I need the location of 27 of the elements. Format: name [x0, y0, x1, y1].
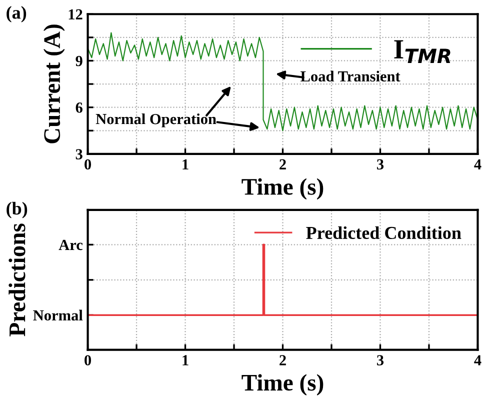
text: Arc — [58, 240, 83, 250]
x-tick-label: 0 — [84, 355, 92, 366]
chart-title: (a) — [6, 6, 26, 22]
x-tick-label: 0 — [84, 159, 92, 170]
legend-label: Predicted Condition — [306, 226, 462, 240]
x-tick-label: 3 — [376, 159, 384, 170]
line-series — [88, 32, 478, 132]
x-tick-label: 2 — [280, 355, 286, 366]
y-tick-label: 3 — [76, 149, 82, 160]
legend-label: I$_{TMR}$ — [394, 40, 450, 63]
annotation: Load Transient — [300, 70, 400, 82]
x-axis-title: Time (s) — [242, 374, 324, 396]
x-tick-label: 2 — [280, 159, 286, 170]
x-tick-label: 1 — [182, 355, 188, 366]
annotation: Normal Operation — [96, 113, 216, 128]
text: Normal — [33, 310, 83, 321]
y-axis-title: Predictions — [8, 224, 26, 336]
x-tick-label: 1 — [182, 159, 188, 170]
chart-title: (b) — [6, 202, 28, 218]
y-tick-label: 9 — [76, 56, 82, 66]
y-axis-title: Current (A) — [43, 24, 65, 144]
x-tick-label: 3 — [376, 355, 384, 366]
x-axis-title: Time (s) — [242, 178, 324, 200]
y-tick-label: 6 — [76, 102, 82, 113]
x-tick-label: 4 — [474, 159, 482, 170]
y-tick-label: 12 — [68, 9, 82, 20]
x-tick-label: 4 — [474, 355, 482, 366]
